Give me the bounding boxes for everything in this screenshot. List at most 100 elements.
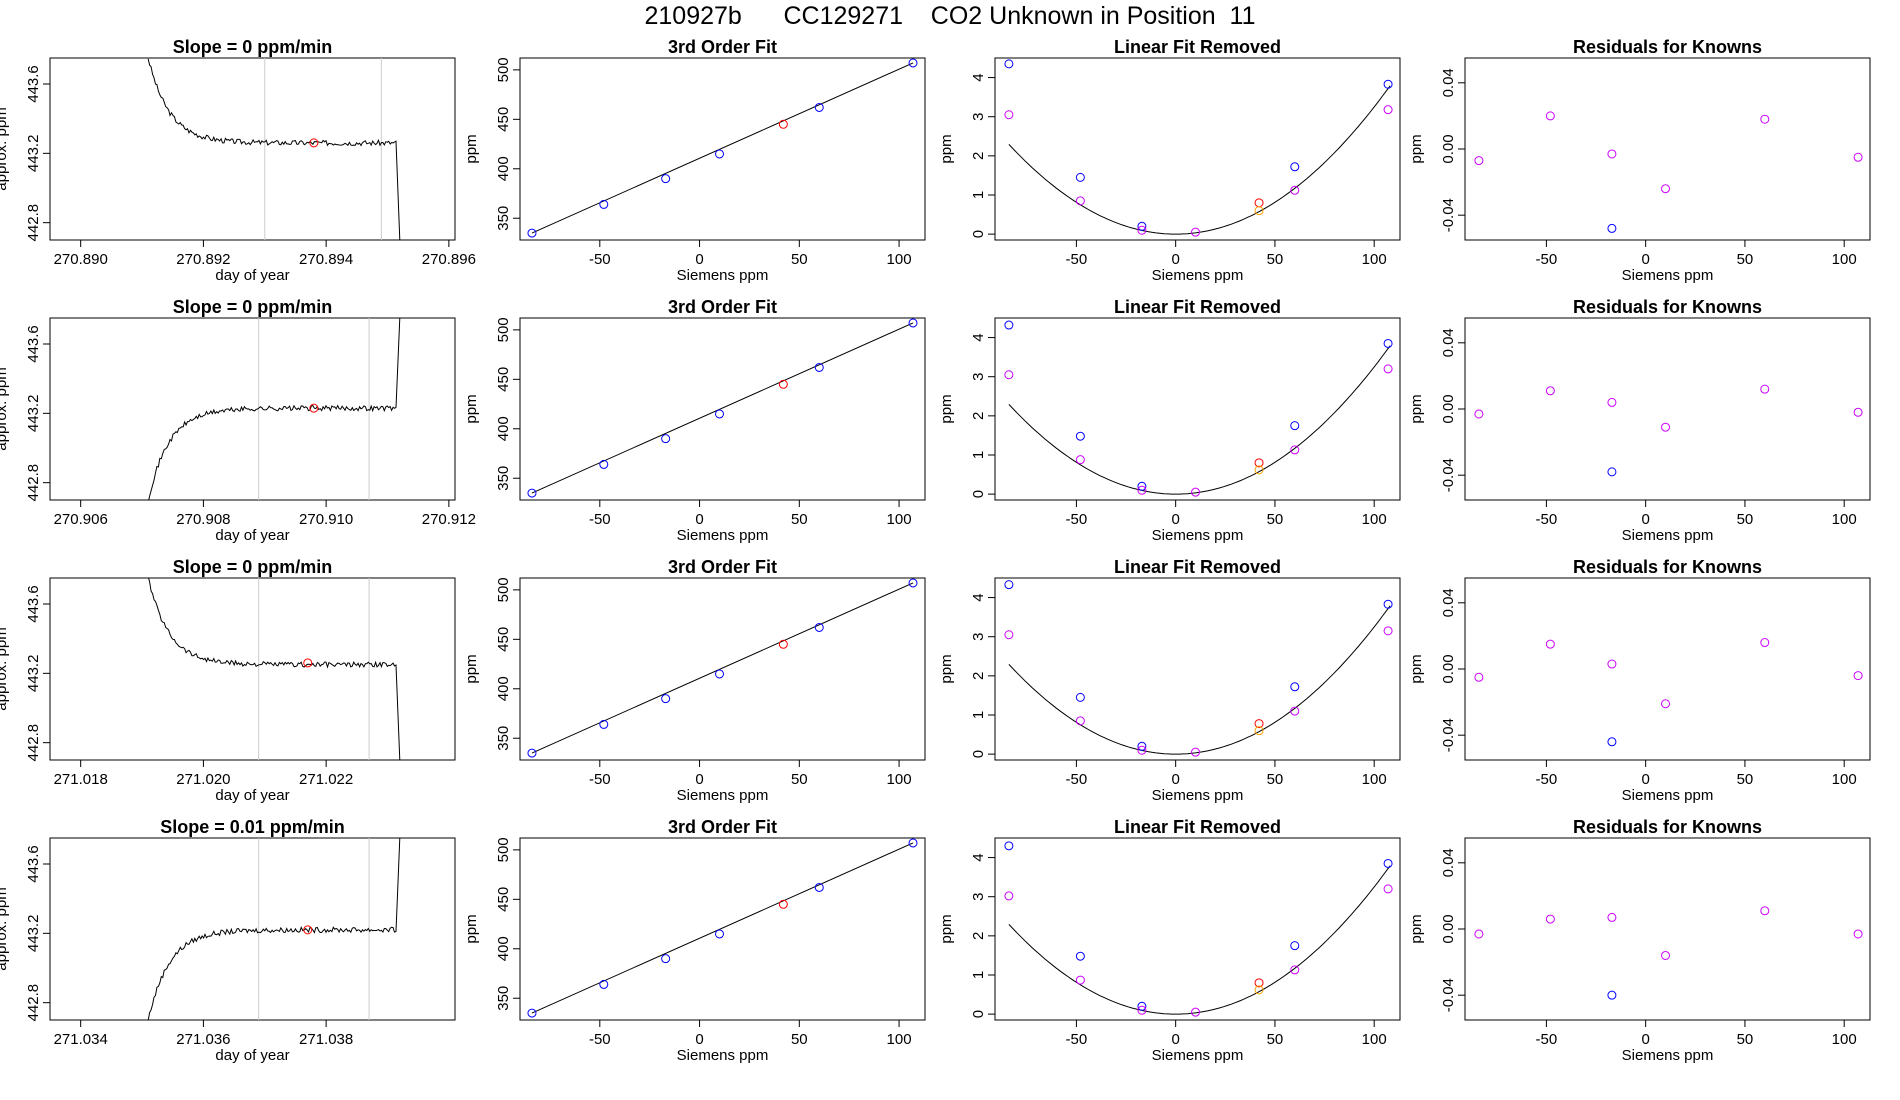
panel-8-title: Residuals for Knowns [1573,297,1762,317]
panel-15-point [1137,1001,1147,1011]
panel-12-point [1853,671,1863,681]
panel-3-point [1383,79,1393,89]
panel-16-point [1853,929,1863,939]
panel-3-ytick-label: 2 [970,152,987,160]
panel-11-point [1137,741,1147,751]
panel-16-xtick-label: 50 [1737,1031,1754,1048]
panel-7-ytick-label: 1 [970,451,987,459]
panel-6-ytick-label: 450 [495,367,512,392]
panel-12-xtick-label: -50 [1536,771,1558,788]
panel-1-mean-marker [309,138,319,148]
panel-1-plot-area [147,58,401,240]
panel-7-xtick-label: 50 [1267,511,1284,528]
panel-3-plot-area [1004,59,1393,237]
panel-5-xtick-label: 270.912 [422,511,476,528]
panel-11-ytick-label: 2 [970,672,987,680]
panel-2-xtick-label: -50 [589,251,611,268]
panel-14-plot-area [527,838,918,1018]
panel-12-xlabel: Siemens ppm [1622,787,1714,804]
panel-5-plot-area [148,318,401,500]
panel-3-xtick-label: 100 [1362,251,1387,268]
panel-9-xtick-label: 271.022 [299,771,353,788]
panel-5-xlabel: day of year [215,527,289,544]
panel-2-frame [519,57,926,241]
panel-16-ylabel: ppm [1408,914,1425,943]
panel-8-point [1853,407,1863,417]
panel-16-xtick-label: -50 [1536,1031,1558,1048]
panel-11-title: Linear Fit Removed [1114,557,1281,577]
panel-8-ytick-label: -0.04 [1440,458,1457,492]
panel-15-point [1383,884,1393,894]
panel-12-plot-area [1474,638,1863,747]
panel-6-point [599,459,609,469]
panel-2-point [715,149,725,159]
panel-11-xtick-label: 100 [1362,771,1387,788]
panel-9-ytick-label: 443.6 [25,585,42,623]
panel-9-ytick-label: 442.8 [25,724,42,762]
panel-12-point [1545,639,1555,649]
panel-4-ytick-label: 0.00 [1440,134,1457,163]
panel-11-ytick-label: 0 [970,750,987,758]
panel-13-xtick-label: 271.036 [176,1031,230,1048]
panel-10-point [527,748,537,758]
panel-11-point [1383,626,1393,636]
panel-14-point [778,899,788,909]
panel-12-xtick-label: 100 [1832,771,1857,788]
panel-8-point [1760,384,1770,394]
panel-7-point [1075,431,1085,441]
panel-12-point [1607,659,1617,669]
panel-12-xtick-label: 0 [1641,771,1649,788]
panel-1-xtick-label: 270.892 [176,251,230,268]
panel-1-frame [49,57,456,241]
page-title: 210927b CC129271 CO2 Unknown in Position… [644,2,1256,30]
panel-15-point [1004,841,1014,851]
panel-7-point [1004,370,1014,380]
panel-8-ytick-label: 0.00 [1440,394,1457,423]
panel-13-xtick-label: 271.034 [54,1031,108,1048]
panel-5-ytick-label: 443.6 [25,325,42,363]
panel-9-frame [49,577,456,761]
panel-6-frame [519,317,926,501]
panel-9-mean-marker [303,658,313,668]
panel-3-point [1383,105,1393,115]
panel-16-point [1760,906,1770,916]
panel-6-ytick-label: 350 [495,466,512,491]
panel-2-point [661,174,671,184]
panel-7-title: Linear Fit Removed [1114,297,1281,317]
panel-10-ytick-label: 400 [495,676,512,701]
panel-10-xtick-label: 50 [791,771,808,788]
panel-2-xtick-label: 0 [695,251,703,268]
panel-13-ytick-label: 443.2 [25,915,42,953]
panel-7-xtick-label: 100 [1362,511,1387,528]
panel-10-xtick-label: 100 [887,771,912,788]
panel-11-point [1290,682,1300,692]
panel-4-point [1760,114,1770,124]
panel-11-point [1290,706,1300,716]
panel-6-plot-area [527,318,918,498]
panel-15-ytick-label: 1 [970,971,987,979]
panel-10-plot-area [527,578,918,758]
panel-3-xtick-label: 50 [1267,251,1284,268]
panel-9-xtick-label: 271.018 [54,771,108,788]
panel-10-title: 3rd Order Fit [668,557,777,577]
panel-12-ytick-label: 0.00 [1440,654,1457,683]
panel-5-mean-marker [309,403,319,413]
panel-2-title: 3rd Order Fit [668,37,777,57]
panel-16-frame [1464,837,1871,1021]
panel-4-plot-area [1474,111,1863,233]
panel-5-trace-line [148,318,401,500]
panel-4-point [1853,152,1863,162]
panel-8-xlabel: Siemens ppm [1622,527,1714,544]
panel-2-point [778,119,788,129]
panel-10-point [778,639,788,649]
panel-3-xlabel: Siemens ppm [1152,267,1244,284]
panel-3-point [1004,110,1014,120]
panel-13-ytick-label: 443.6 [25,845,42,883]
panel-1-ylabel: approx. ppm [0,107,10,190]
panel-15-ytick-label: 0 [970,1010,987,1018]
panel-14-xtick-label: 50 [791,1031,808,1048]
panel-15-point [1254,978,1264,988]
panel-13-plot-area [147,838,401,1020]
panel-10-point [908,578,918,588]
panel-3-fit-curve [1008,85,1391,235]
